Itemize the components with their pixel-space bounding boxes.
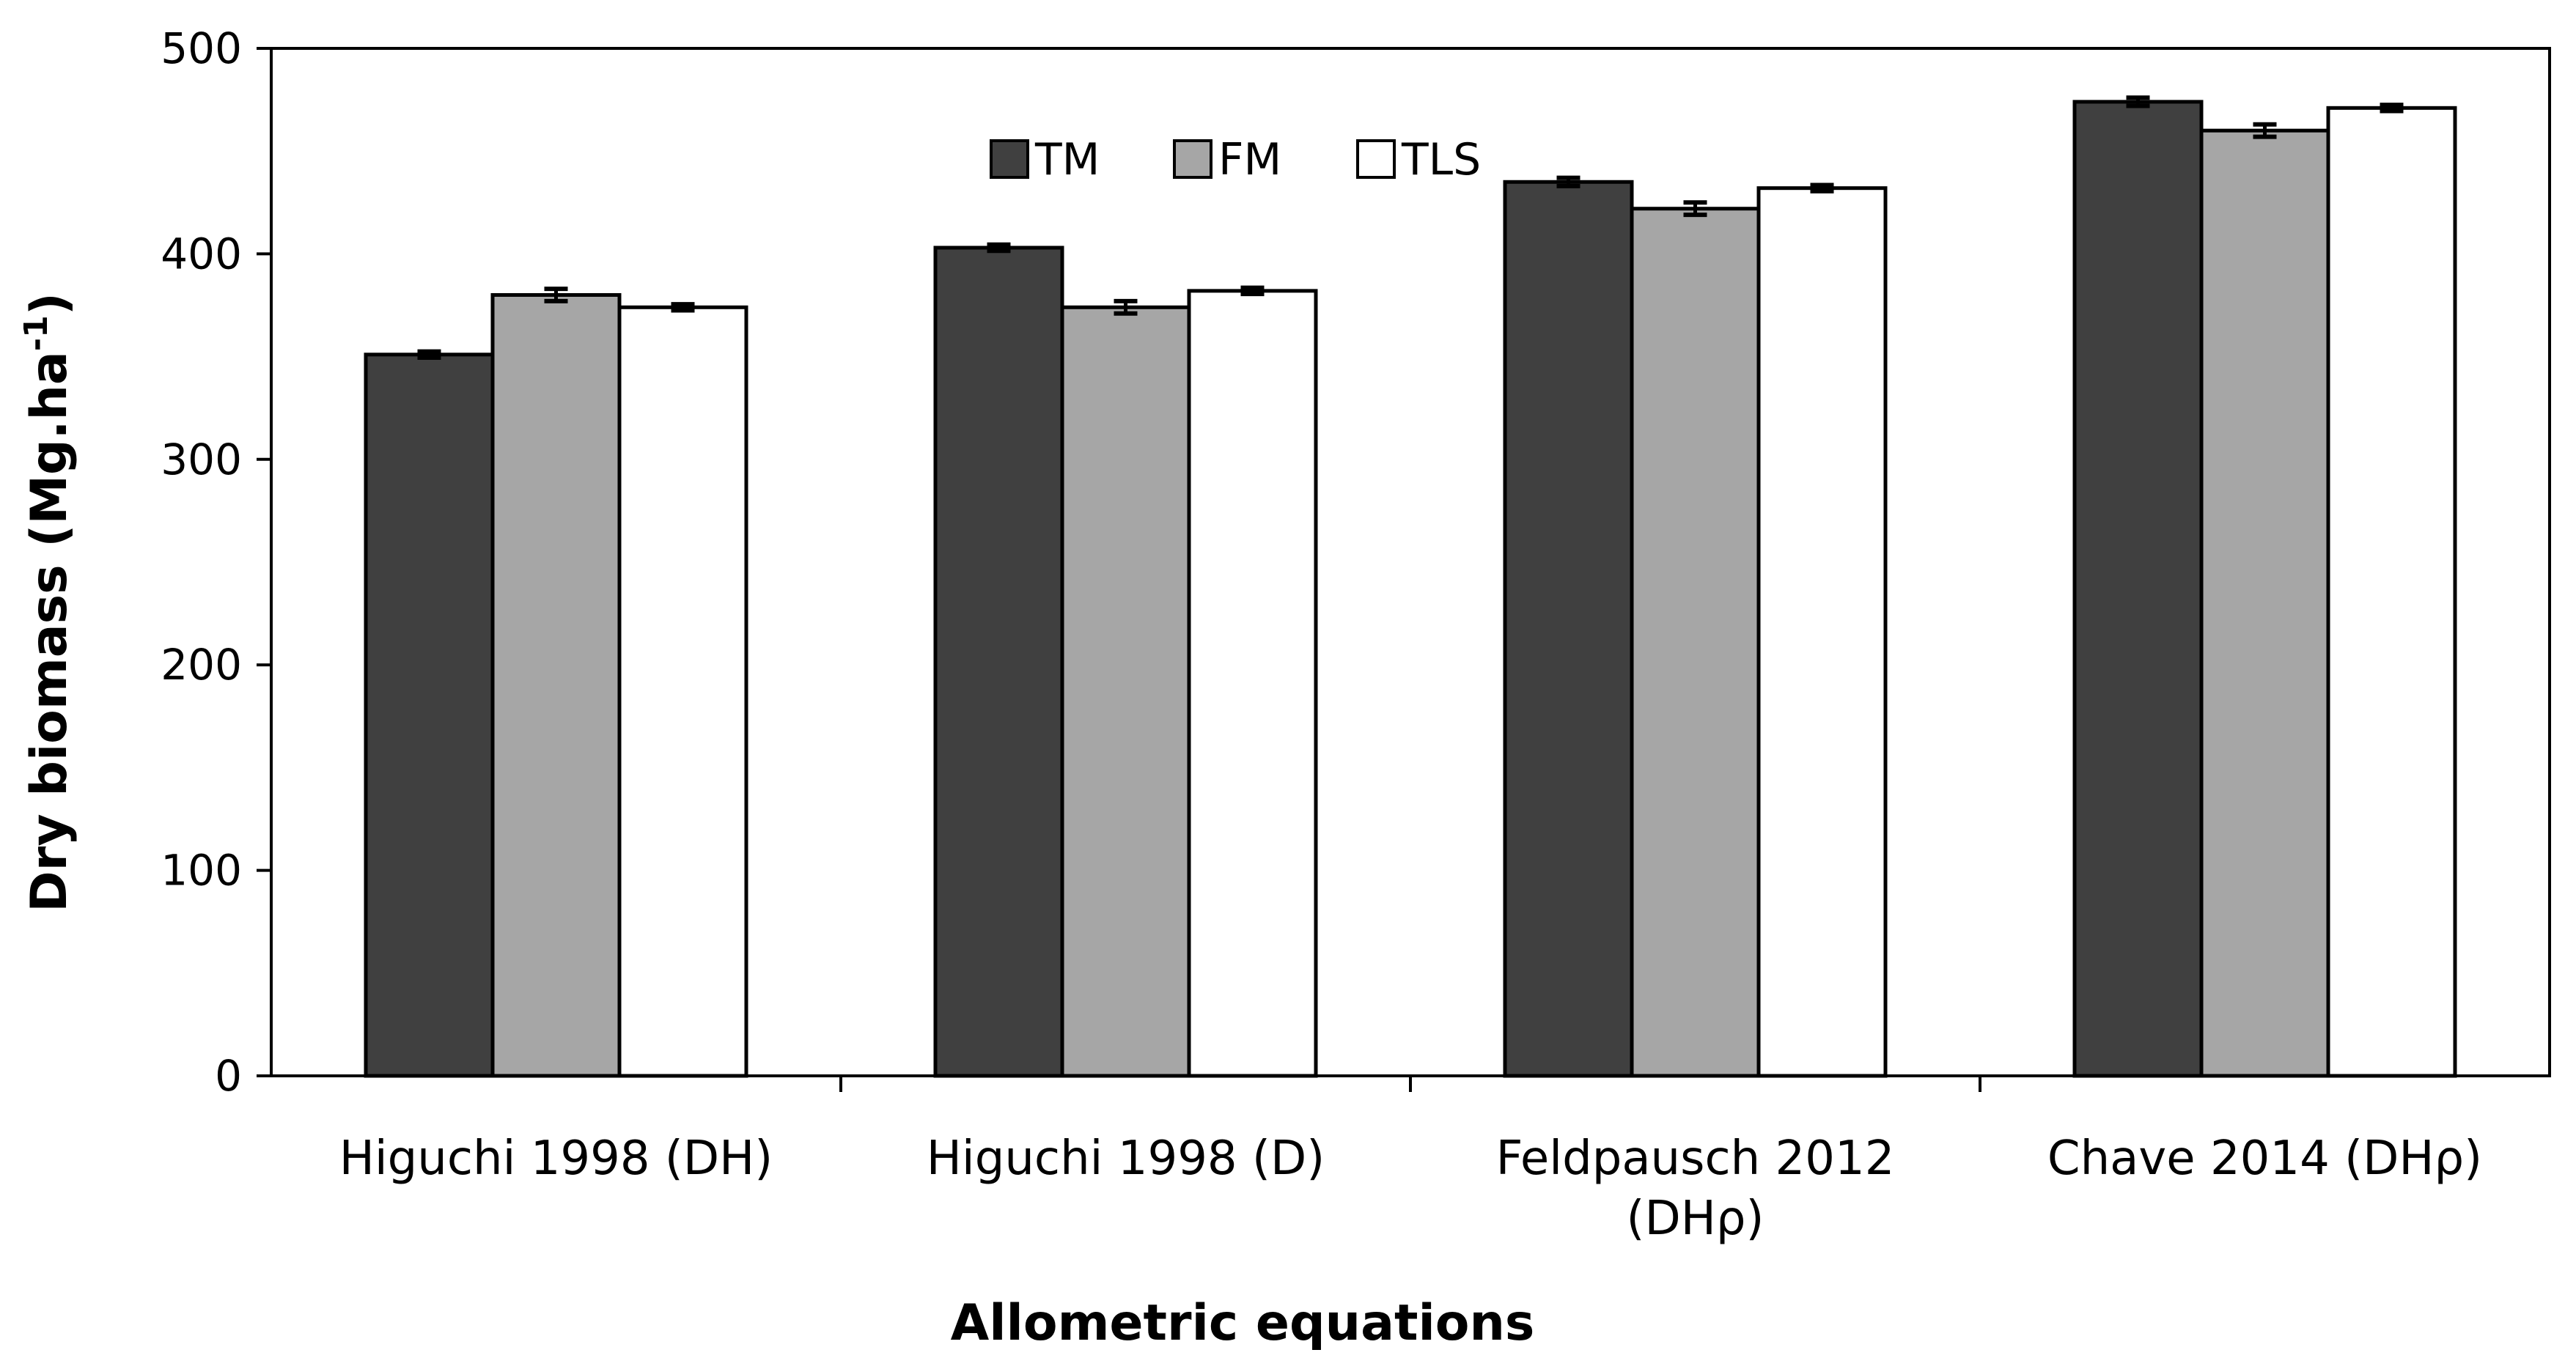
y-axis-title: Dry biomass (Mg.ha-1): [18, 292, 78, 912]
y-axis-title-suffix: ): [21, 292, 78, 315]
x-axis-categories: Higuchi 1998 (DH) Higuchi 1998 (D) Feldpau…: [339, 1132, 2482, 1246]
bar-tm-1: [364, 353, 495, 1078]
legend-swatch-tls: [1356, 139, 1396, 179]
bar-tls-3: [1756, 186, 1888, 1078]
y-axis-title-main: Dry biomass (Mg.ha: [21, 351, 78, 912]
plot-frame: [270, 47, 2551, 1092]
y-tick-label: 100: [161, 846, 242, 896]
legend-label-fm: FM: [1218, 134, 1281, 185]
bar-tm-3: [1503, 180, 1634, 1078]
bar-fm-4: [2199, 128, 2330, 1078]
x-category-label: (DHρ): [1627, 1192, 1764, 1246]
y-tick-label: 400: [161, 229, 242, 278]
y-tick-label: 0: [215, 1051, 242, 1101]
bar-tls-1: [617, 305, 748, 1078]
y-axis-ticks: 0 100 200 300 400 500: [161, 23, 271, 1101]
bar-fm-2: [1060, 305, 1191, 1078]
x-category-label: Chave 2014 (DHρ): [2047, 1132, 2482, 1186]
bar-fm-3: [1630, 207, 1761, 1078]
x-category-label: Feldpausch 2012: [1496, 1132, 1895, 1186]
bar-tm-2: [933, 246, 1064, 1078]
bars: [364, 100, 2457, 1078]
y-tick-label: 200: [161, 640, 242, 690]
x-axis-title: Allometric equations: [951, 1294, 1535, 1352]
bar-tls-4: [2326, 106, 2457, 1078]
bar-tm-4: [2072, 100, 2204, 1078]
x-category-label: Higuchi 1998 (D): [927, 1132, 1325, 1186]
x-category-label: Higuchi 1998 (DH): [339, 1132, 773, 1186]
y-tick-label: 500: [161, 23, 242, 73]
bar-fm-1: [490, 292, 622, 1078]
legend-swatch-tm: [990, 139, 1029, 179]
bar-tls-2: [1187, 289, 1318, 1078]
legend-swatch-fm: [1173, 139, 1212, 179]
legend-label-tm: TM: [1034, 134, 1100, 185]
y-axis-title-superscript: -1: [18, 315, 55, 351]
legend-label-tls: TLS: [1401, 134, 1481, 185]
y-tick-label: 300: [161, 435, 242, 484]
legend: TM FM TLS: [990, 134, 1481, 185]
error-bars: [417, 95, 2404, 361]
